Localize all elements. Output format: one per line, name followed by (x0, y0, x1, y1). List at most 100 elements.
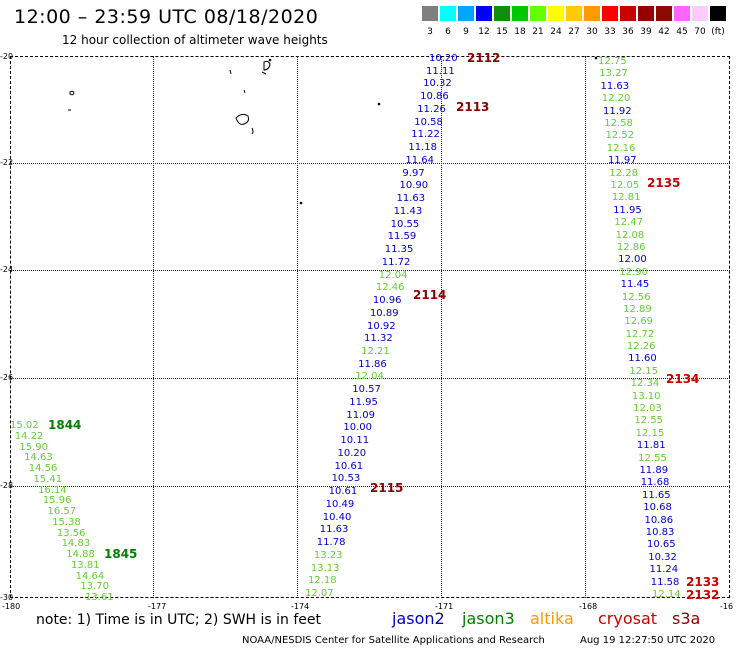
color-swatch (656, 6, 672, 21)
wave-height-value: 13.56 (56, 527, 86, 539)
wave-height-value: 11.11 (426, 65, 455, 77)
color-swatch-label: 36 (622, 27, 634, 37)
wave-height-value: 11.09 (346, 409, 375, 421)
color-swatch-label: (ft) (711, 27, 725, 37)
latitude-gridline (10, 378, 730, 379)
wave-height-value: 10.20 (429, 53, 458, 64)
wave-height-value: 12.55 (638, 452, 667, 464)
wave-height-value: 12.20 (601, 93, 631, 105)
wave-height-value: 15.90 (19, 441, 49, 453)
color-swatch-label: 15 (496, 27, 508, 37)
longitude-label: -168 (579, 602, 598, 611)
footer-note: note: 1) Time is in UTC; 2) SWH is in fe… (36, 612, 322, 628)
wave-height-value: 16.57 (47, 506, 77, 517)
wave-height-value: 11.81 (636, 440, 666, 452)
wave-height-value: 10.89 (369, 307, 399, 319)
color-swatch-label: 42 (658, 27, 670, 37)
color-swatch-label: 3 (427, 27, 433, 37)
wave-height-value: 14.56 (28, 463, 58, 474)
color-swatch (476, 6, 492, 21)
latitude-label: -24 (0, 265, 14, 274)
wave-height-value: 11.18 (408, 142, 437, 154)
color-swatch (674, 6, 690, 21)
wave-height-value: 12.14 (652, 589, 681, 600)
map-subtitle: 12 hour collection of altimeter wave hei… (62, 33, 328, 47)
wave-height-value: 11.63 (396, 193, 426, 205)
island-dot (268, 58, 272, 62)
wave-height-value: 12.00 (618, 254, 647, 266)
wave-height-value: 11.95 (613, 204, 642, 216)
wave-height-value: 12.15 (629, 365, 659, 377)
wave-height-value: 10.49 (325, 498, 355, 510)
wave-height-value: 10.92 (367, 320, 396, 332)
longitude-gridline (297, 56, 298, 598)
island-dot (377, 102, 381, 106)
wave-height-value: 12.15 (635, 427, 665, 439)
wave-height-value: 10.65 (646, 539, 676, 551)
wave-height-value: 13.27 (599, 68, 628, 80)
wave-height-value: 12.08 (615, 229, 645, 241)
wave-height-value: 11.43 (393, 205, 423, 217)
color-swatch-label: 27 (568, 27, 580, 37)
wave-height-value: 11.24 (649, 564, 679, 576)
wave-height-value: 10.83 (645, 527, 675, 539)
wave-height-value: 12.75 (598, 56, 627, 67)
latitude-label: -28 (0, 481, 14, 490)
credit-line: NOAA/NESDIS Center for Satellite Applica… (242, 635, 545, 646)
color-swatch (548, 6, 564, 21)
color-swatch (530, 6, 546, 21)
wave-height-value: 12.16 (606, 142, 636, 154)
color-swatch (620, 6, 636, 21)
wave-height-value: 10.20 (337, 447, 367, 459)
wave-height-value: 12.04 (355, 371, 384, 383)
wave-height-value: 10.61 (328, 486, 358, 498)
island-shape (235, 113, 249, 125)
wave-height-value: 11.95 (349, 396, 378, 408)
wave-height-value: 11.65 (641, 489, 671, 501)
wave-height-value: 10.90 (399, 180, 429, 192)
color-swatch (440, 6, 456, 21)
wave-height-value: 11.22 (411, 129, 440, 141)
wave-height-value: 10.11 (340, 435, 370, 447)
longitude-label: -171 (435, 602, 454, 611)
color-swatch (494, 6, 510, 21)
island-shape (261, 71, 267, 75)
color-swatch-label: 39 (640, 27, 652, 37)
wave-height-value: 12.81 (611, 192, 641, 204)
pass-time-label: 1844 (48, 418, 82, 432)
pass-time-label: 2115 (370, 481, 404, 495)
pass-time-label: 2113 (456, 100, 490, 114)
pass-time-label: 1845 (104, 547, 138, 561)
map-plot-area (10, 56, 730, 598)
wave-height-value: 14.22 (14, 430, 44, 442)
longitude-label: -180 (2, 602, 21, 611)
wave-height-value: 10.86 (644, 514, 674, 526)
wave-height-value: 11.63 (319, 524, 349, 536)
wave-height-value: 13.81 (70, 559, 100, 571)
pass-time-label: 2133 (686, 575, 720, 589)
wave-height-value: 11.72 (381, 256, 411, 268)
wave-height-value: 11.26 (417, 103, 446, 115)
latitude-gridline (10, 486, 730, 487)
island-shape (229, 69, 232, 75)
wave-height-value: 13.70 (80, 581, 109, 593)
pass-time-label: 2112 (467, 51, 501, 65)
color-swatch-label: 9 (463, 27, 469, 37)
longitude-label: -174 (291, 602, 310, 611)
color-swatch (692, 6, 708, 21)
longitude-gridline (153, 56, 154, 598)
wave-height-value: 11.89 (639, 465, 669, 477)
wave-height-value: 11.60 (628, 353, 657, 365)
wave-height-value: 10.68 (643, 502, 672, 514)
wave-height-value: 13.23 (313, 549, 343, 561)
wave-height-value: 10.55 (390, 218, 420, 230)
color-swatch-label: 30 (586, 27, 598, 37)
wave-height-value: 12.05 (610, 179, 640, 191)
wave-height-value: 11.58 (650, 576, 680, 588)
color-swatch (638, 6, 654, 21)
wave-height-value: 10.96 (372, 295, 402, 307)
wave-height-value: 13.13 (310, 562, 340, 574)
longitude-gridline (585, 56, 586, 598)
wave-height-value: 11.35 (384, 244, 414, 256)
